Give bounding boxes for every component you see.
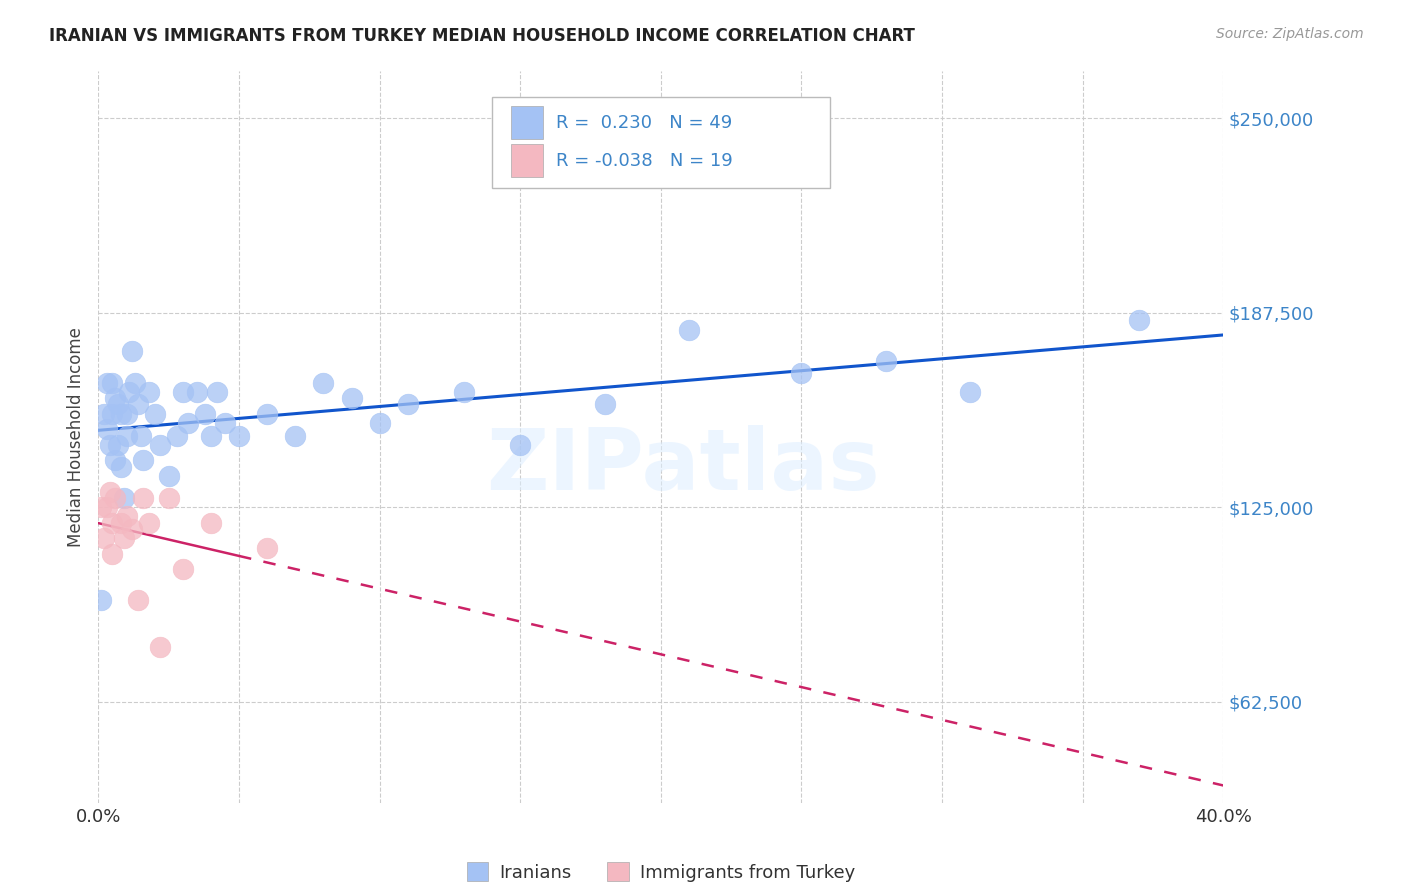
Point — [157, 469, 180, 483]
Point — [214, 416, 236, 430]
Point — [166, 428, 188, 442]
Point — [110, 516, 132, 530]
Point — [256, 407, 278, 421]
Y-axis label: Median Household Income: Median Household Income — [66, 327, 84, 547]
Point — [509, 438, 531, 452]
FancyBboxPatch shape — [492, 97, 830, 188]
Bar — [512, 145, 543, 177]
Point — [177, 416, 200, 430]
Point — [115, 509, 138, 524]
Point — [104, 491, 127, 505]
Point — [90, 500, 112, 515]
Point — [112, 491, 135, 505]
Point — [228, 428, 250, 442]
Point — [90, 593, 112, 607]
Text: IRANIAN VS IMMIGRANTS FROM TURKEY MEDIAN HOUSEHOLD INCOME CORRELATION CHART: IRANIAN VS IMMIGRANTS FROM TURKEY MEDIAN… — [49, 27, 915, 45]
Point — [127, 593, 149, 607]
Point — [96, 500, 118, 515]
Point — [96, 422, 118, 436]
Text: Source: ZipAtlas.com: Source: ZipAtlas.com — [1216, 27, 1364, 41]
Point — [678, 323, 700, 337]
Point — [186, 384, 208, 399]
Point — [101, 407, 124, 421]
Point — [149, 438, 172, 452]
Point — [127, 397, 149, 411]
Point — [959, 384, 981, 399]
Point — [593, 397, 616, 411]
Point — [138, 516, 160, 530]
Point — [104, 391, 127, 405]
Point — [93, 407, 115, 421]
Point — [157, 491, 180, 505]
Point — [129, 428, 152, 442]
Point — [98, 438, 121, 452]
Point — [96, 376, 118, 390]
Legend: Iranians, Immigrants from Turkey: Iranians, Immigrants from Turkey — [460, 855, 862, 888]
Point — [205, 384, 228, 399]
Point — [107, 438, 129, 452]
Point — [368, 416, 391, 430]
Point — [118, 384, 141, 399]
Point — [132, 491, 155, 505]
Point — [790, 366, 813, 380]
Point — [98, 484, 121, 499]
Point — [138, 384, 160, 399]
Point — [107, 397, 129, 411]
Point — [115, 407, 138, 421]
Point — [124, 376, 146, 390]
Point — [101, 376, 124, 390]
Point — [101, 547, 124, 561]
Point — [143, 407, 166, 421]
Point — [284, 428, 307, 442]
Point — [110, 459, 132, 474]
Point — [172, 384, 194, 399]
Point — [396, 397, 419, 411]
Point — [1128, 313, 1150, 327]
Bar — [512, 106, 543, 139]
Point — [149, 640, 172, 655]
Text: R =  0.230   N = 49: R = 0.230 N = 49 — [557, 113, 733, 131]
Point — [256, 541, 278, 555]
Point — [200, 516, 222, 530]
Point — [453, 384, 475, 399]
Point — [132, 453, 155, 467]
Point — [115, 428, 138, 442]
Text: R = -0.038   N = 19: R = -0.038 N = 19 — [557, 152, 733, 169]
Point — [340, 391, 363, 405]
Point — [172, 562, 194, 576]
Point — [194, 407, 217, 421]
Point — [200, 428, 222, 442]
Point — [110, 407, 132, 421]
Point — [121, 344, 143, 359]
Text: ZIPatlas: ZIPatlas — [486, 425, 880, 508]
Point — [875, 354, 897, 368]
Point — [101, 516, 124, 530]
Point — [121, 522, 143, 536]
Point — [104, 453, 127, 467]
Point — [312, 376, 335, 390]
Point — [112, 531, 135, 545]
Point — [93, 531, 115, 545]
